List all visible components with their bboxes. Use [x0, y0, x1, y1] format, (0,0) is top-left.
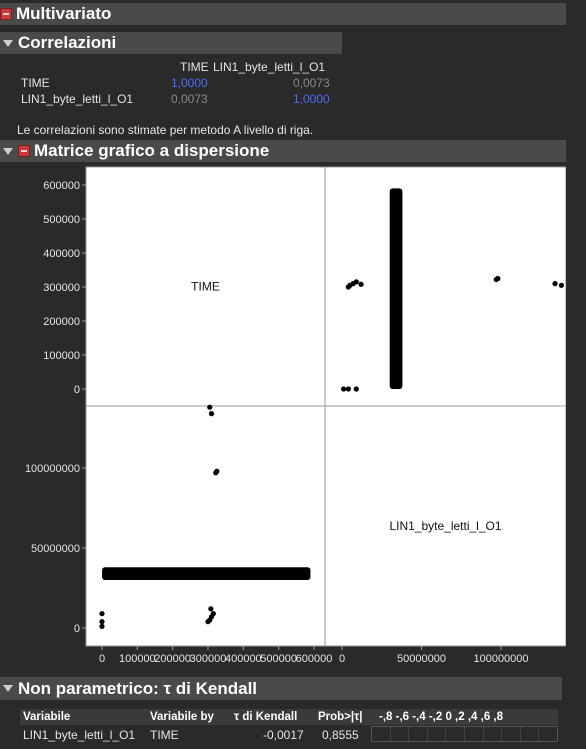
scatter-point — [208, 606, 214, 612]
diagonal-label-byte: LIN1_byte_letti_l_O1 — [389, 519, 501, 533]
multivariate-header[interactable]: Multivariato — [0, 3, 566, 25]
kendall-header[interactable]: Non parametrico: τ di Kendall — [0, 677, 562, 700]
kendall-title: Non parametrico: τ di Kendall — [18, 678, 258, 698]
dense-band-bottom-left — [102, 567, 311, 580]
x-tick-label-byte: 50000000 — [397, 653, 446, 665]
y-tick-label-byte: 50000000 — [31, 543, 80, 555]
y-tick-label-time: 300000 — [43, 282, 80, 294]
x-tick-label-byte: 0 — [339, 653, 345, 665]
y-tick-label-time: 0 — [74, 384, 80, 396]
red-triangle-menu-icon[interactable] — [0, 8, 12, 20]
x-tick-label-time: 200000 — [154, 653, 191, 665]
scatter-point — [340, 386, 347, 392]
scatter-point — [495, 275, 501, 282]
multivariate-title: Multivariato — [16, 4, 112, 23]
scatter-point — [345, 386, 351, 392]
scatter-point — [99, 611, 105, 617]
x-tick-label-time: 400000 — [225, 653, 262, 665]
correlations-header[interactable]: Correlazioni — [0, 32, 342, 54]
x-tick-label-byte: 100000000 — [473, 653, 528, 665]
kendall-cell-variable-by: TIME — [150, 728, 179, 742]
corr-cell: 1,0000 — [293, 92, 330, 106]
scatter-point — [208, 411, 215, 417]
disclosure-triangle-icon[interactable] — [3, 39, 13, 47]
corr-col-header-time: TIME — [180, 60, 209, 74]
x-tick-label-time: 100000 — [119, 653, 156, 665]
kendall-col-tau: τ di Kendall — [234, 711, 298, 723]
corr-cell: 1,0000 — [171, 76, 208, 90]
kendall-col-variable-by: Variabile by — [150, 711, 214, 723]
kendall-col-prob: Prob>|τ| — [318, 711, 363, 723]
kendall-col-bar-scale: -,8 -,6 -,4 -,2 0 ,2 ,4 ,6 ,8 — [379, 711, 504, 723]
correlation-note: Le correlazioni sono stimate per metodo … — [17, 123, 314, 137]
x-tick-label-time: 300000 — [190, 653, 227, 665]
scatter-point — [207, 404, 213, 410]
scatter-point — [99, 619, 105, 625]
scatter-point — [214, 468, 220, 474]
scatter-point — [205, 619, 211, 625]
kendall-cell-tau: -0,0017 — [263, 728, 304, 742]
correlations-title: Correlazioni — [18, 33, 117, 52]
kendall-bar-chart — [371, 726, 558, 742]
scatter-plot-matrix[interactable]: 0010000010000020000020000030000030000040… — [0, 162, 566, 672]
y-tick-label-byte: 100000000 — [25, 463, 80, 475]
corr-row-label-time: TIME — [21, 76, 50, 90]
corr-col-header-byte: LIN1_byte_letti_l_O1 — [213, 60, 326, 74]
scatter-point — [358, 281, 364, 287]
corr-cell: 0,0073 — [171, 92, 208, 106]
scatter-point — [552, 281, 558, 287]
y-tick-label-time: 500000 — [43, 214, 80, 226]
x-tick-label-time: 0 — [99, 653, 105, 665]
corr-cell: 0,0073 — [293, 76, 330, 90]
disclosure-triangle-icon[interactable] — [3, 685, 13, 692]
x-tick-label-time: 500000 — [260, 653, 297, 665]
disclosure-triangle-icon[interactable] — [3, 147, 13, 155]
y-tick-label-byte: 0 — [74, 623, 80, 635]
y-tick-label-time: 100000 — [43, 350, 80, 362]
scatter-matrix-title: Matrice grafico a dispersione — [34, 141, 270, 160]
y-tick-label-time: 200000 — [43, 316, 80, 328]
red-triangle-menu-icon[interactable] — [18, 145, 30, 157]
dense-band-top-right — [389, 188, 403, 389]
kendall-cell-prob: 0,8555 — [322, 728, 359, 742]
scatter-point — [99, 623, 105, 629]
scatter-point — [353, 279, 359, 285]
kendall-cell-variable: LIN1_byte_letti_l_O1 — [23, 728, 136, 742]
kendall-col-variable: Variabile — [23, 711, 71, 723]
y-tick-label-time: 600000 — [43, 180, 80, 192]
scatter-point — [345, 284, 351, 290]
y-tick-label-time: 400000 — [43, 248, 80, 260]
scatter-point — [353, 386, 359, 392]
diagonal-label-time: TIME — [191, 280, 220, 294]
kendall-table-header — [20, 709, 558, 725]
scatter-matrix-header[interactable]: Matrice grafico a dispersione — [0, 140, 566, 162]
x-tick-label-time: 600000 — [296, 653, 333, 665]
scatter-point — [558, 282, 565, 288]
scatter-point — [210, 611, 216, 617]
corr-row-label-byte: LIN1_byte_letti_l_O1 — [21, 92, 134, 106]
